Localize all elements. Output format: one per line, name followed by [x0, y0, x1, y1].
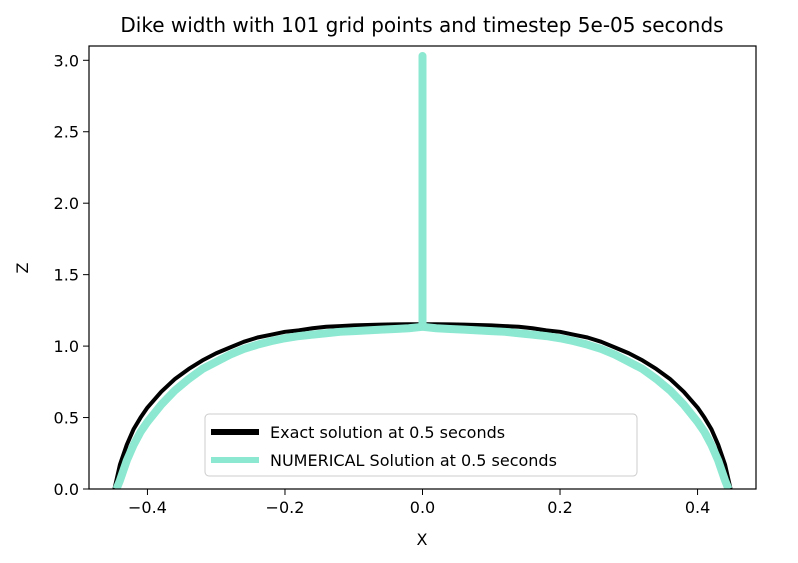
x-axis-label: X — [417, 530, 428, 549]
y-axis-ticks: 0.0 0.5 1.0 1.5 2.0 2.5 3.0 — [54, 51, 89, 499]
y-tick-label: 1.5 — [54, 266, 79, 285]
y-axis-label: Z — [13, 262, 32, 273]
series-layer — [112, 52, 733, 489]
x-tick-label: −0.2 — [266, 498, 305, 517]
legend: Exact solution at 0.5 seconds NUMERICAL … — [204, 413, 638, 477]
y-tick-label: 2.0 — [54, 194, 79, 213]
legend-box — [204, 413, 638, 477]
x-tick-label: −0.4 — [128, 498, 167, 517]
legend-label-numerical: NUMERICAL Solution at 0.5 seconds — [270, 451, 557, 470]
y-tick-label: 0.5 — [54, 409, 79, 428]
y-tick-label: 2.5 — [54, 123, 79, 142]
chart-title: Dike width with 101 grid points and time… — [120, 13, 723, 37]
series-numerical-line — [112, 52, 733, 489]
x-tick-label: 0.2 — [547, 498, 572, 517]
x-axis-ticks: −0.4 −0.2 0.0 0.2 0.4 — [128, 489, 710, 517]
legend-label-exact: Exact solution at 0.5 seconds — [270, 423, 505, 442]
x-tick-label: 0.0 — [410, 498, 435, 517]
x-tick-label: 0.4 — [685, 498, 710, 517]
y-tick-label: 3.0 — [54, 51, 79, 70]
y-tick-label: 0.0 — [54, 480, 79, 499]
y-tick-label: 1.0 — [54, 337, 79, 356]
